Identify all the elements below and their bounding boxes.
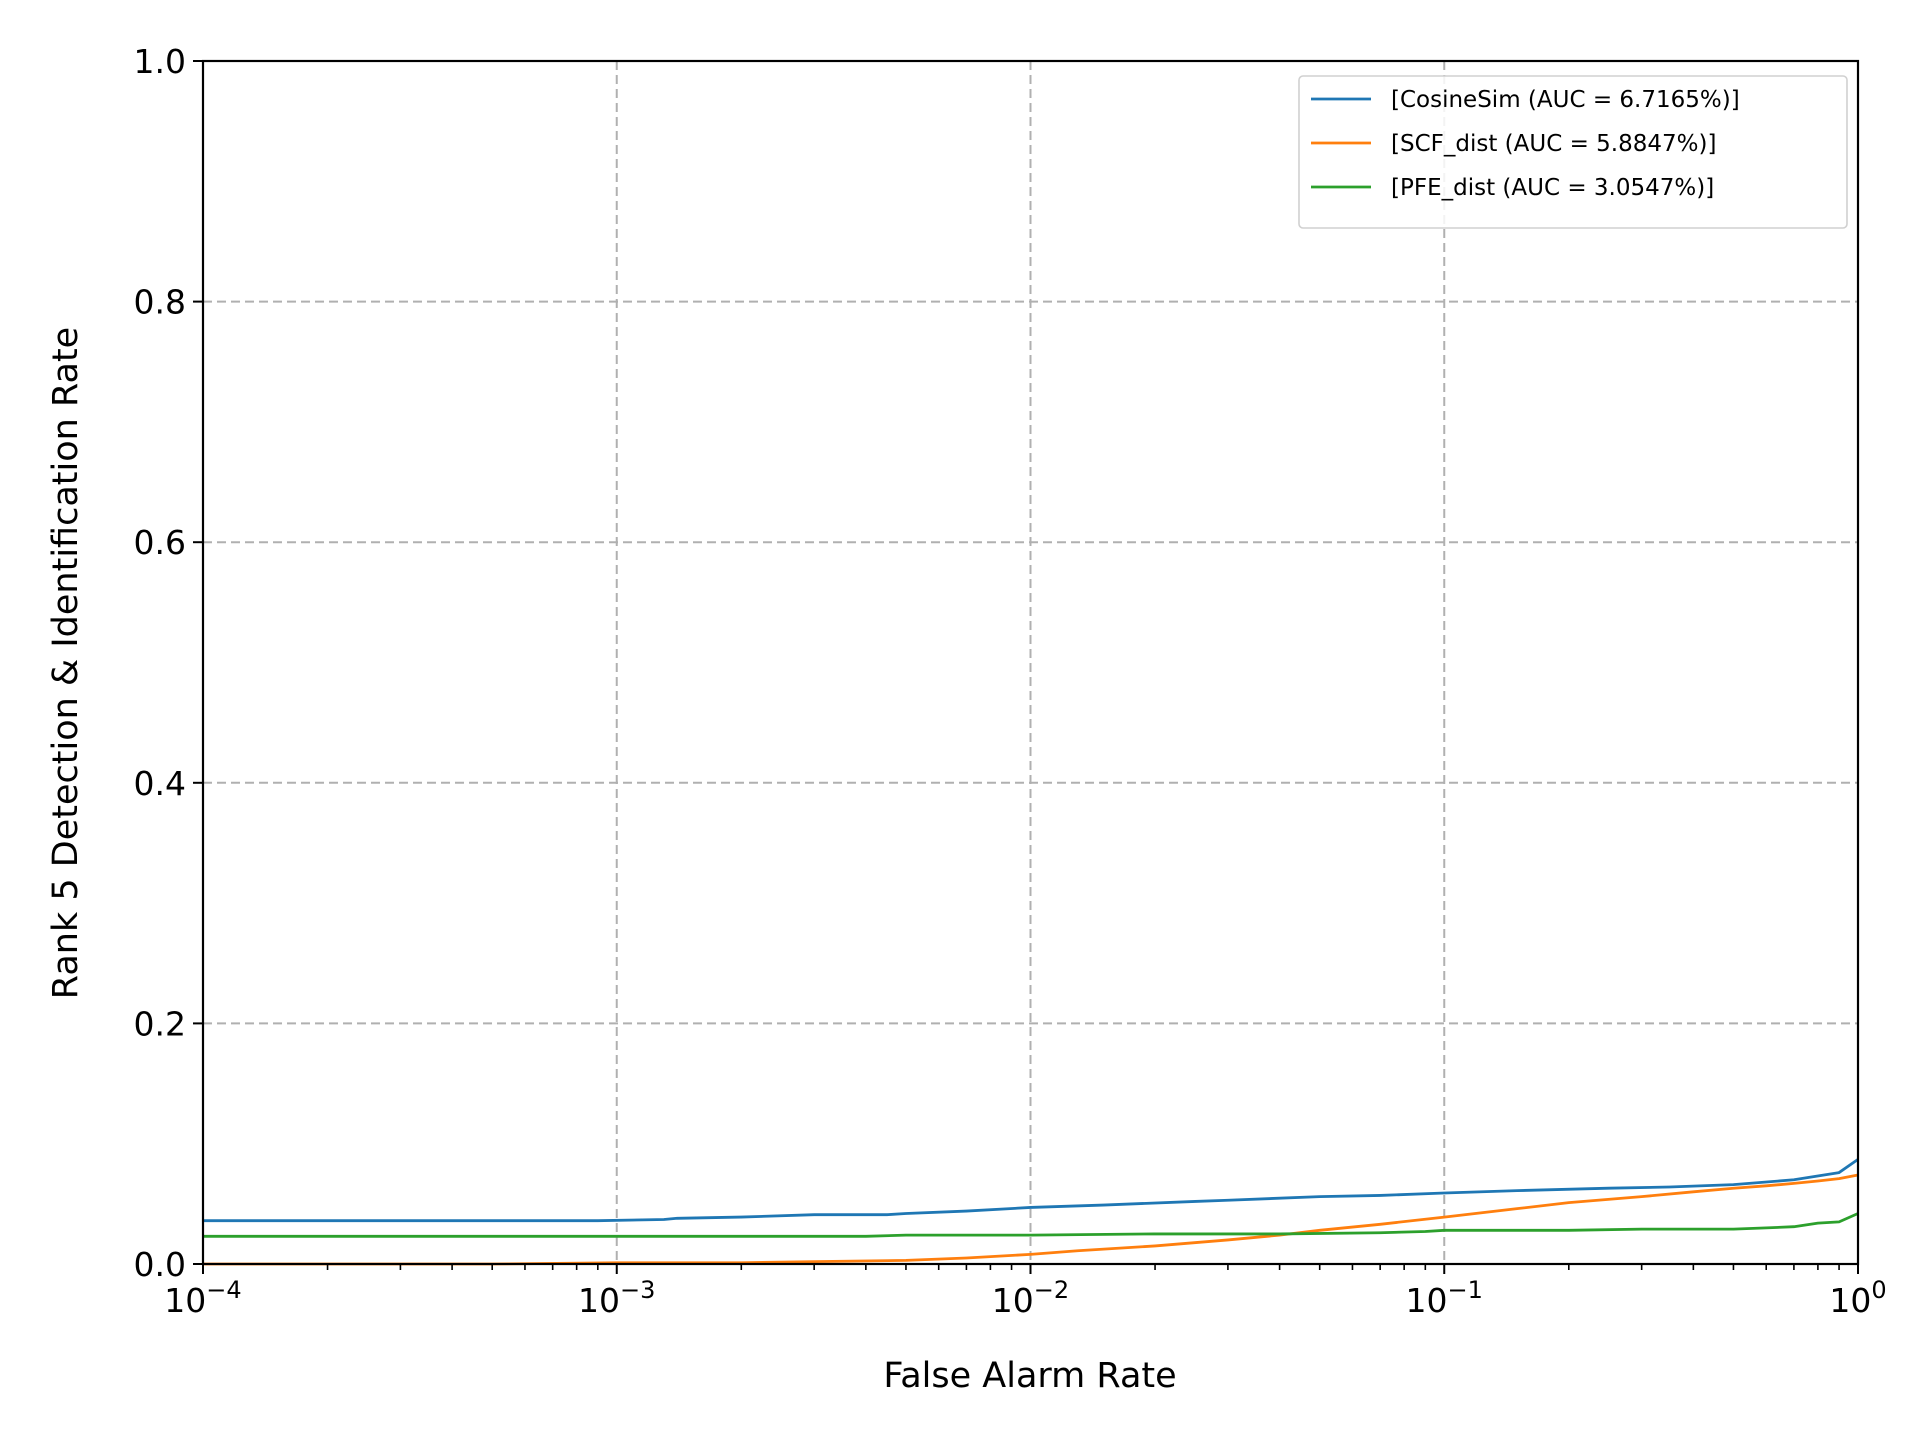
x-tick-label: 10−4 [164,1276,241,1320]
legend: [CosineSim (AUC = 6.7165%)] [SCF_dist (AU… [1298,75,1848,229]
x-tick-exponent: −1 [1448,1276,1483,1304]
data-point-2 [1441,1227,1447,1233]
x-tick-label: 10−1 [1406,1276,1483,1320]
data-point-2 [687,1233,693,1239]
data-point-1 [1028,1251,1034,1257]
data-point-2 [1422,1229,1428,1235]
x-tick-base: 10 [1829,1281,1871,1320]
axis-ticks: 0.00.20.40.60.81.010−4 10−3 10−2 10−1 100 [134,42,1887,1320]
data-point-1 [1075,1248,1081,1254]
x-tick-exponent: −2 [1034,1276,1069,1304]
data-point-2 [1791,1224,1797,1230]
data-point-0 [1606,1185,1612,1191]
series-line-0 [203,1158,1859,1223]
y-tick-label: 0.8 [134,283,186,322]
data-point-1 [963,1255,969,1261]
x-tick-base: 10 [164,1281,206,1320]
grid [203,61,1858,1264]
data-point-2 [1763,1225,1769,1231]
data-point-2 [903,1232,909,1238]
data-point-0 [963,1208,969,1214]
data-point-0 [1836,1170,1842,1176]
data-point-1 [1566,1200,1572,1206]
x-tick-label: 10−2 [992,1276,1069,1320]
data-point-0 [1225,1197,1231,1203]
data-point-0 [1192,1198,1198,1204]
data-point-2 [1836,1219,1842,1225]
data-point-0 [661,1216,667,1222]
data-point-2 [1815,1220,1821,1226]
data-point-2 [1152,1231,1158,1237]
data-point-2 [1639,1226,1645,1232]
data-point-0 [903,1210,909,1216]
x-tick-exponent: −4 [206,1276,241,1304]
data-point-0 [595,1218,601,1224]
x-axis-label: False Alarm Rate [883,1356,1176,1396]
y-tick-label: 1.0 [134,42,186,81]
series-lines [203,1158,1859,1266]
data-point-0 [674,1215,680,1221]
data-point-1 [1639,1194,1645,1200]
data-point-0 [811,1212,817,1218]
data-point-0 [1317,1194,1323,1200]
x-tick-label: 10−3 [578,1276,655,1320]
data-point-1 [1763,1183,1769,1189]
x-tick-base: 10 [1406,1281,1448,1320]
x-tick-exponent: −3 [620,1276,655,1304]
data-point-2 [1028,1232,1034,1238]
data-point-1 [1377,1221,1383,1227]
data-point-1 [1514,1206,1520,1212]
x-tick-label: 100 [1829,1276,1886,1320]
data-point-1 [1730,1185,1736,1191]
x-tick-base: 10 [992,1281,1034,1320]
data-point-1 [1690,1189,1696,1195]
y-tick-label: 0.2 [134,1004,186,1043]
legend-label: [CosineSim (AUC = 6.7165%)] [1391,87,1740,113]
data-point-2 [1730,1226,1736,1232]
legend-label: [PFE_dist (AUC = 3.0547%)] [1391,175,1714,201]
legend-box [1298,75,1848,229]
data-point-0 [1666,1184,1672,1190]
data-point-0 [1377,1192,1383,1198]
data-point-2 [863,1233,869,1239]
y-tick-label: 0.0 [134,1245,186,1284]
y-tick-label: 0.6 [134,523,186,562]
data-point-1 [1815,1178,1821,1184]
y-axis-label: Rank 5 Detection & Identification Rate [46,327,86,999]
data-point-1 [1836,1176,1842,1182]
y-tick-label: 0.4 [134,764,186,803]
series-line-2 [203,1212,1859,1238]
data-point-0 [738,1214,744,1220]
data-point-0 [1100,1202,1106,1208]
data-point-1 [903,1257,909,1263]
data-point-1 [1791,1180,1797,1186]
data-point-1 [1441,1214,1447,1220]
x-tick-base: 10 [578,1281,620,1320]
data-point-0 [1514,1188,1520,1194]
data-point-2 [614,1233,620,1239]
data-point-0 [884,1212,890,1218]
data-point-0 [1441,1190,1447,1196]
data-point-1 [1225,1237,1231,1243]
data-point-2 [1377,1230,1383,1236]
legend-label: [SCF_dist (AUC = 5.8847%)] [1391,131,1716,157]
data-point-2 [1277,1231,1283,1237]
data-point-1 [1152,1243,1158,1249]
data-point-0 [397,1218,403,1224]
x-tick-exponent: 0 [1871,1276,1886,1304]
data-point-2 [1566,1227,1572,1233]
data-point-0 [1028,1204,1034,1210]
series-line-1 [203,1173,1859,1266]
